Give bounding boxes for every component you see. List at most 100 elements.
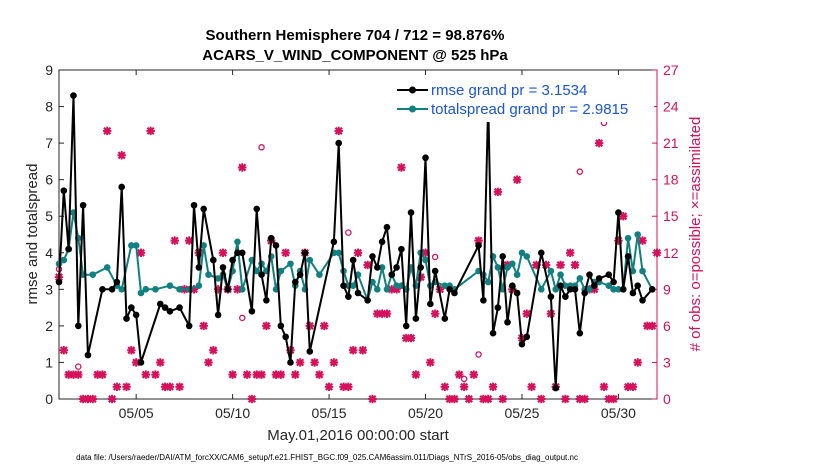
obs-assimilated-point — [556, 260, 565, 270]
rmse-point — [398, 245, 405, 253]
rmse-point — [427, 300, 434, 308]
rmse-point — [128, 304, 135, 311]
y2-tick-label: 9 — [663, 281, 671, 297]
obs-assimilated-point — [315, 370, 324, 379]
rmse-point — [330, 238, 338, 246]
totalspread-point — [152, 286, 159, 293]
y-tick-label: 2 — [45, 318, 53, 334]
obs-assimilated-point — [464, 394, 474, 404]
obs-assimilated-point — [170, 236, 179, 245]
obs-assimilated-point — [262, 321, 271, 331]
totalspread-point — [89, 271, 97, 279]
rmse-point — [258, 271, 265, 279]
rmse-point — [65, 245, 72, 253]
obs-assimilated-point — [455, 370, 464, 379]
obs-possible-point — [75, 363, 82, 370]
rmse-point — [84, 351, 92, 359]
rmse-point — [287, 359, 294, 366]
rmse-point — [349, 256, 357, 264]
rmse-point — [475, 242, 482, 249]
obs-assimilated-point — [209, 346, 218, 355]
rmse-point — [518, 340, 526, 348]
totalspread-point — [547, 267, 555, 275]
obs-assimilated-point — [382, 309, 392, 318]
rmse-point — [123, 315, 130, 322]
obs-assimilated-point — [334, 126, 343, 136]
obs-possible-point — [576, 168, 584, 175]
totalspread-point — [287, 260, 294, 268]
obs-assimilated-point — [238, 163, 247, 172]
rmse-point — [306, 348, 314, 355]
legend-marker-rmse — [409, 86, 416, 94]
totalspread-point — [605, 282, 613, 289]
totalspread-point — [509, 260, 516, 268]
y-axis-label: rmse and totalspread — [24, 164, 41, 305]
rmse-point — [156, 300, 164, 308]
x-axis-label: May.01,2016 00:00:00 start — [267, 427, 449, 444]
rmse-point — [595, 275, 603, 282]
rmse-point — [412, 315, 420, 322]
rmse-point — [576, 329, 584, 337]
rmse-point — [388, 271, 396, 279]
obs-assimilated-point — [363, 260, 372, 270]
obs-assimilated-point — [136, 248, 146, 257]
obs-assimilated-point — [247, 394, 257, 404]
totalspread-point — [484, 278, 492, 286]
rmse-point — [229, 256, 236, 264]
rmse-point — [345, 293, 352, 300]
rmse-point — [547, 293, 555, 300]
rmse-point — [118, 183, 125, 191]
chart-title-line2: ACARS_V_WIND_COMPONENT @ 525 hPa — [202, 47, 508, 64]
y-tick-label: 0 — [45, 391, 53, 407]
obs-assimilated-point — [440, 382, 450, 392]
totalspread-point — [639, 267, 646, 275]
obs-assimilated-point — [522, 309, 531, 318]
totalspread-point — [166, 282, 174, 289]
rmse-point — [634, 282, 642, 289]
obs-assimilated-point — [353, 248, 363, 257]
obs-assimilated-point — [242, 370, 252, 379]
totalspread-point — [393, 282, 400, 289]
obs-assimilated-point — [175, 382, 184, 392]
rmse-point — [301, 249, 309, 257]
y-axis-right: 0 3 6 9 12 15 18 21 24 27 — [652, 62, 679, 407]
rmse-point — [619, 286, 627, 293]
y2-tick-label: 21 — [663, 135, 679, 151]
rmse-point — [282, 333, 289, 341]
rmse-point — [296, 271, 304, 279]
rmse-point — [373, 264, 381, 271]
rmse-point — [557, 282, 564, 289]
obs-assimilated-point — [493, 187, 503, 197]
obs-possible-point — [345, 229, 352, 236]
totalspread-point — [552, 286, 560, 293]
totalspread-point — [214, 275, 222, 282]
obs-possible-point — [239, 314, 246, 322]
obs-assimilated-point — [561, 394, 570, 404]
obs-assimilated-point — [88, 394, 97, 404]
rmse-point — [489, 329, 497, 337]
y2-tick-label: 3 — [663, 354, 671, 370]
obs-assimilated-point — [291, 370, 300, 379]
y-axis-left: 0 1 2 3 4 5 6 7 8 9 — [45, 62, 64, 407]
obs-assimilated-point — [652, 248, 662, 257]
totalspread-point — [195, 282, 203, 289]
rmse-point — [422, 154, 429, 162]
rmse-point — [446, 286, 453, 293]
obs-assimilated-point — [580, 394, 589, 404]
rmse-point — [335, 139, 343, 147]
obs-assimilated-point — [165, 382, 175, 392]
rmse-point — [113, 278, 121, 286]
rmse-point — [639, 297, 646, 304]
totalspread-point — [137, 289, 145, 297]
obs-assimilated-point — [368, 394, 377, 404]
y2-tick-label: 18 — [663, 172, 679, 188]
obs-assimilated-point — [151, 370, 160, 379]
rmse-point — [185, 322, 193, 330]
rmse-point — [364, 297, 371, 304]
totalspread-point — [200, 242, 207, 249]
obs-assimilated-point — [107, 394, 117, 404]
y2-tick-label: 12 — [663, 245, 679, 261]
rmse-point — [571, 286, 579, 293]
rmse-point — [132, 311, 140, 319]
y-tick-label: 9 — [45, 62, 53, 78]
